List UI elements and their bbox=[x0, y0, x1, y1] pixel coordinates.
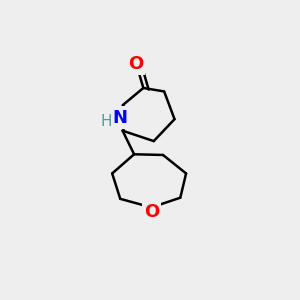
Text: H: H bbox=[100, 114, 112, 129]
Text: N: N bbox=[113, 109, 128, 127]
Text: O: O bbox=[128, 55, 143, 73]
Text: O: O bbox=[144, 203, 159, 221]
